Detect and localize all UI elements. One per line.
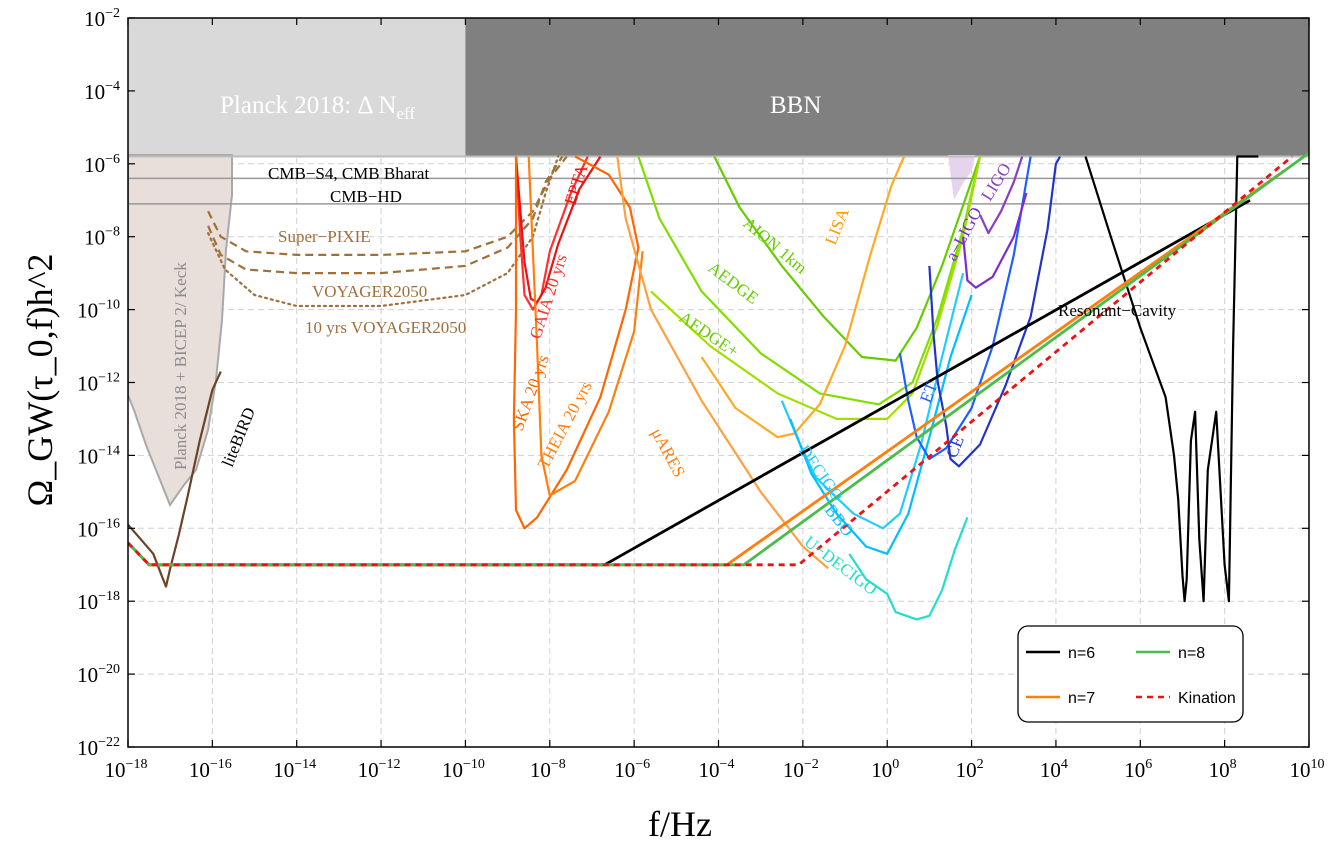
x-tick-label: 10−16 [189,757,232,782]
x-tick-label: 1010 [1290,757,1325,782]
series-kination [128,155,1293,567]
voyager2050-label: VOYAGER2050 [312,282,427,301]
legend-label-n-6: n=6 [1068,645,1095,662]
legend-label-kination: Kination [1178,690,1236,707]
y-axis: 10−22 10−20 10−18 10−16 10−14 10−12 10−10 10−8 1… [77,6,1309,760]
bbn-region [465,18,1309,157]
10-yrs-voyager2050-curve [207,155,560,308]
x-axis: 10−18 10−16 10−14 10−12 10−10 10−8 10−6 10−4 10−… [105,18,1325,782]
y-tick-label: 10−18 [77,589,120,614]
y-tick-label: 10−14 [77,443,120,468]
epta-curve [514,155,602,304]
x-tick-label: 106 [1124,757,1152,782]
bbn-label: BBN [770,92,821,119]
cmb-s4-label: CMB−S4, CMB Bharat [268,164,429,183]
planck-bicep-label: Planck 2018 + BICEP 2/ Keck [171,262,190,470]
planck-neff-region [128,18,466,157]
theia-20-yrs-curve [527,156,644,497]
super-pixie-label: Super−PIXIE [278,227,371,246]
legend-box [1017,625,1244,723]
x-tick-label: 10−14 [273,757,316,782]
x-tick-label: 102 [956,757,984,782]
u-decigo-curve [848,517,969,621]
x-tick-label: 100 [871,757,899,782]
et-curve [898,156,1032,461]
x-tick-label: 10−6 [614,757,650,782]
ligo-curve [979,156,1024,235]
aedge-curve [650,156,982,420]
legend: n=6 n=8 n=7 Kination [1017,625,1244,723]
y-axis-title: Ω_GW(τ_0,f)h^2 [20,253,60,506]
x-tick-label: 108 [1209,757,1237,782]
voyager2050-10yrs-label: 10 yrs VOYAGER2050 [305,318,466,337]
x-tick-label: 10−2 [783,757,819,782]
y-tick-label: 10−10 [77,298,120,323]
ce-curve [928,155,1062,468]
x-tick-label: 10−8 [530,757,566,782]
y-tick-label: 10−8 [84,225,120,250]
x-tick-label: 10−12 [358,757,401,782]
y-tick-label: 10−22 [77,735,120,760]
a-ligo-curve [962,192,1028,289]
lisa-curve [700,156,906,439]
y-tick-label: 10−2 [84,6,120,31]
x-axis-title: f/Hz [648,804,712,844]
spectrum-series [128,151,1309,567]
cmb-lines [128,155,1309,205]
x-tick-label: 10−4 [699,757,735,782]
ska-20-yrs-curve [512,155,640,530]
super-pixie-curve [207,155,568,256]
resonant-cavity-curve [1084,155,1259,603]
bbo-curve [789,294,973,555]
cmb-hd-label: CMB−HD [330,187,402,206]
legend-label-n-8: n=8 [1178,645,1205,662]
y-tick-label: 10−6 [84,152,120,177]
ares-curve [616,156,829,570]
litebird-curve [128,371,222,588]
x-tick-label: 104 [1040,757,1068,782]
sensitivity-curves [128,155,1259,621]
resonant-cavity-label: Resonant−Cavity [1058,301,1177,320]
y-tick-label: 10−20 [77,662,120,687]
ligo-region [948,155,975,200]
voyager2050-curve [207,155,564,275]
x-tick-label: 10−18 [105,757,148,782]
y-tick-label: 10−12 [77,371,120,396]
x-tick-label: 10−10 [442,757,485,782]
y-tick-label: 10−4 [84,79,120,104]
y-tick-label: 10−16 [77,516,120,541]
aion-1km-curve [713,156,982,362]
planck-neff-label: Planck 2018: Δ Neff [220,92,415,123]
aedge-curve [637,156,982,406]
legend-label-n-7: n=7 [1068,690,1095,707]
